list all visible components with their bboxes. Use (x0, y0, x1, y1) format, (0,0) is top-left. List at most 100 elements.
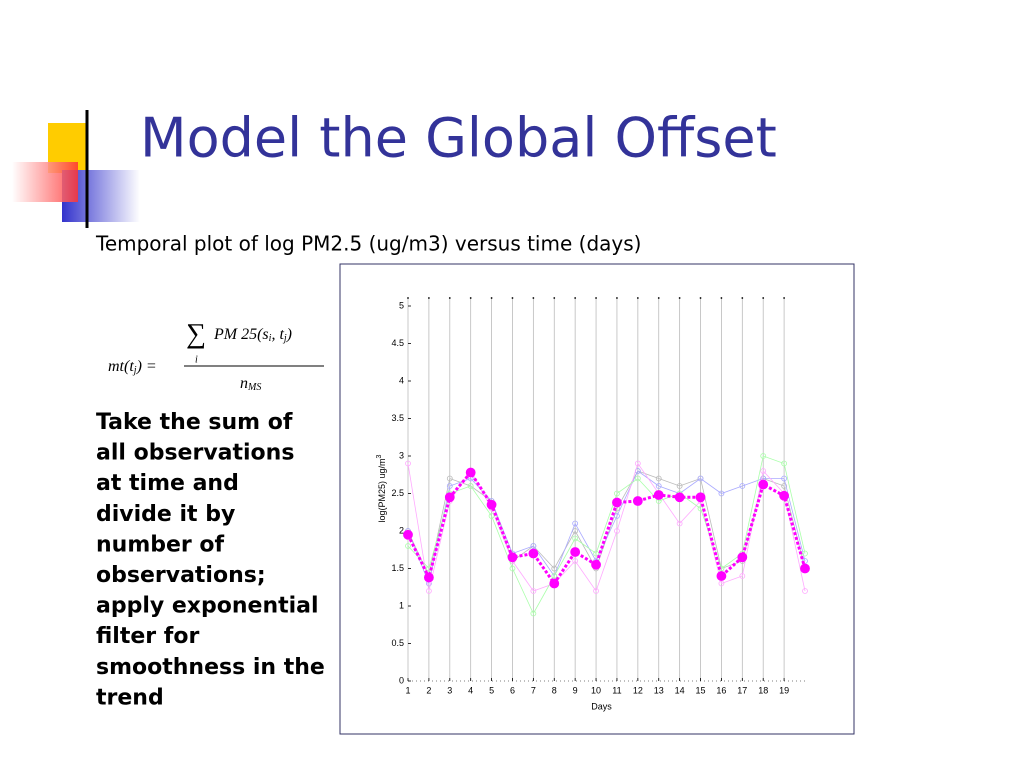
top-tick (427, 297, 430, 299)
marker (507, 552, 518, 563)
x-tick-label: 15 (696, 685, 706, 695)
y-tick-label: 0.5 (391, 638, 404, 648)
top-tick (553, 297, 556, 299)
top-tick (469, 297, 472, 299)
slide-title: Model the Global Offset (140, 107, 777, 170)
x-tick-label: 2 (426, 685, 431, 695)
faint-marker (655, 483, 662, 489)
top-tick (636, 297, 639, 299)
body-line: Take the sum of (96, 410, 293, 435)
faint-marker (467, 483, 474, 489)
faint-marker (697, 475, 704, 482)
faint-marker (781, 475, 788, 482)
faint-marker (425, 588, 432, 594)
formula-numerator: PM 25(si, tj) (213, 326, 292, 345)
faint-marker (593, 588, 599, 594)
formula-sum-index: i (195, 354, 198, 365)
faint-marker (488, 513, 495, 519)
red-square (12, 162, 78, 202)
faint-marker (739, 483, 746, 489)
top-tick (448, 297, 451, 299)
x-tick-label: 10 (591, 685, 601, 695)
faint-marker (697, 505, 704, 512)
top-tick (741, 297, 744, 299)
faint-marker (551, 573, 558, 579)
formula-denominator: nMS (240, 375, 261, 394)
marker (423, 572, 434, 583)
chart: 1 2 3 4 5 6 7 8 9 10 11 12 13 14 15 16 17 18 1900.511.522.… (376, 297, 810, 711)
top-tick (574, 297, 577, 299)
y-tick-label: 3 (399, 450, 404, 460)
top-tick (616, 297, 618, 299)
marker (800, 563, 810, 574)
series-line-highlight (406, 469, 807, 587)
x-tick-label: 6 (510, 685, 515, 695)
faint-marker (405, 460, 411, 467)
x-tick-label: 12 (633, 685, 643, 695)
x-tick-label: 19 (779, 685, 789, 695)
top-tick (490, 297, 493, 299)
x-tick-label: 4 (468, 685, 473, 695)
faint-marker (530, 610, 537, 617)
top-tick (699, 297, 702, 299)
faint-marker (718, 490, 725, 497)
y-tick-label: 1.5 (391, 563, 404, 573)
faint-marker (781, 483, 788, 489)
top-tick (762, 297, 765, 299)
marker (444, 492, 455, 503)
top-tick (657, 297, 660, 299)
formula-sum: ∑ (186, 318, 206, 349)
marker (779, 490, 790, 501)
faint-marker (760, 453, 767, 459)
body-line: trend (96, 685, 164, 710)
faint-marker (614, 528, 620, 534)
marker (695, 492, 706, 503)
faint-marker (634, 475, 641, 482)
top-tick (783, 297, 786, 299)
faint-marker (802, 558, 808, 564)
faint-marker (802, 550, 808, 557)
x-tick-label: 9 (573, 685, 578, 695)
formula-lhs: mt(tj) = (108, 358, 157, 377)
faint-marker (405, 543, 411, 549)
marker (570, 547, 581, 557)
y-tick-label: 1 (399, 600, 404, 610)
formula: mt(tj) = ∑ i PM 25(si, tj) nMS (108, 318, 324, 393)
marker (403, 529, 413, 540)
y-tick-label: 2 (399, 525, 404, 535)
x-axis-label: Days (591, 701, 612, 711)
marker (653, 490, 664, 500)
x-tick-label: 16 (716, 685, 726, 695)
body-line: at time and (96, 471, 239, 496)
faint-marker (718, 580, 725, 587)
marker (716, 571, 727, 581)
faint-marker (593, 550, 599, 557)
marker (465, 467, 476, 478)
body-text: Take the sum of all observations at time a… (96, 410, 325, 710)
body-line: observations; (96, 563, 266, 588)
subtitle: Temporal plot of log PM2.5 (ug/m3) versu… (95, 232, 641, 256)
faint-marker (760, 468, 767, 474)
marker (737, 552, 748, 563)
top-tick (595, 297, 597, 299)
marker (528, 548, 539, 559)
x-tick-label: 18 (758, 685, 768, 695)
faint-marker (572, 520, 579, 527)
faint-marker (614, 513, 620, 519)
x-tick-label: 13 (654, 685, 664, 695)
faint-marker (572, 558, 579, 564)
body-line: divide it by (96, 502, 235, 527)
x-tick-label: 11 (612, 685, 621, 695)
body-line: filter for (96, 624, 199, 649)
faint-marker (446, 475, 453, 482)
x-tick-label: 1 (405, 685, 410, 695)
top-tick (407, 297, 409, 299)
marker (486, 499, 497, 510)
marker (674, 492, 685, 503)
body-line: smoothness in the (96, 655, 325, 680)
y-tick-label: 4.5 (391, 338, 404, 348)
marker (612, 497, 622, 508)
y-tick-label: 3.5 (391, 413, 404, 423)
y-tick-label: 5 (399, 300, 404, 310)
